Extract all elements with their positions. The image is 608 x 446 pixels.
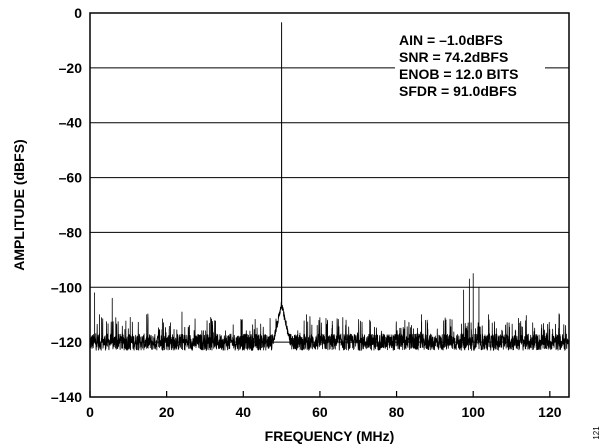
y-tick-label: –120 (51, 334, 82, 350)
figure-id: 121 (592, 426, 601, 440)
annotation-line: AIN = –1.0dBFS (399, 32, 503, 48)
x-tick-label: 100 (462, 404, 486, 420)
y-tick-label: –100 (51, 279, 82, 295)
y-axis-title: AMPLITUDE (dBFS) (11, 139, 27, 270)
x-tick-label: 0 (86, 404, 94, 420)
annotation-line: ENOB = 12.0 BITS (399, 66, 518, 82)
y-tick-label: –140 (51, 389, 82, 405)
grid-lines (90, 67, 569, 343)
y-tick-label: –60 (59, 170, 83, 186)
y-tick-label: –80 (59, 224, 83, 240)
y-tick-label: –20 (59, 60, 83, 76)
spectrum-line (89, 22, 570, 351)
x-axis-title: FREQUENCY (MHz) (265, 428, 395, 444)
x-tick-label: 60 (312, 404, 328, 420)
annotation-line: SNR = 74.2dBFS (399, 49, 508, 65)
annotation-line: SFDR = 91.0dBFS (399, 83, 517, 99)
y-axis-ticks: 0 –20 –40 –60 –80 –100 –120 –140 (51, 5, 82, 405)
x-axis-ticks: 0 20 40 60 80 100 120 (86, 391, 562, 420)
x-tick-label: 80 (389, 404, 405, 420)
spectrum-trace (89, 22, 570, 351)
x-tick-label: 40 (235, 404, 251, 420)
x-tick-label: 120 (538, 404, 562, 420)
y-tick-label: –40 (59, 115, 83, 131)
x-tick-label: 20 (159, 404, 175, 420)
y-tick-label: 0 (74, 5, 82, 21)
annotation-background (395, 31, 545, 101)
plot-frame (89, 12, 570, 398)
